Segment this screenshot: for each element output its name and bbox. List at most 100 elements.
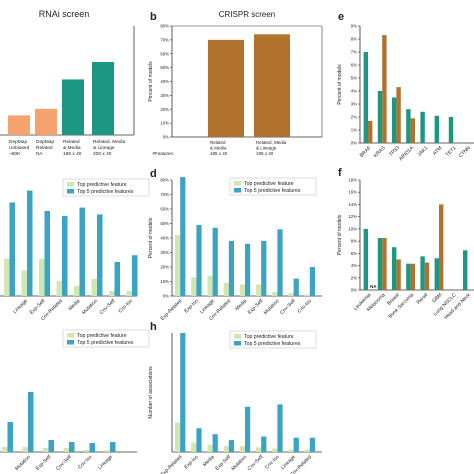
panel-h-category-label: Cnv-Self — [247, 454, 265, 472]
panel-g-category-label: Exp-Self — [35, 454, 53, 472]
panel-d-bar — [207, 275, 213, 296]
panel-e-ytick-label: 6% — [351, 63, 357, 68]
panel-f-ytick-label: 18% — [348, 178, 357, 183]
panel-e-bar — [396, 87, 401, 143]
panel-a-bar — [35, 108, 57, 135]
panel-f-letter: f — [338, 167, 342, 179]
panel-e-bar — [410, 118, 415, 143]
panel-e-bar — [420, 111, 425, 143]
panel-c-category-label: Cnv-Iso — [117, 298, 134, 315]
panel-g-bar — [63, 448, 69, 452]
panel-c-bar — [126, 290, 132, 296]
panel-c-category-label: Lineage — [12, 298, 29, 315]
panel-d-ytick-label: 40% — [160, 236, 169, 241]
panel-b-row-label: #Features: — [152, 151, 174, 156]
panel-d-category-label: Cnv-Iso — [297, 298, 314, 315]
panel-f-bar — [410, 263, 415, 290]
panel-c-bar — [132, 255, 138, 296]
panel-e-bar — [382, 35, 387, 143]
panel-d-ytick-label: 0% — [163, 294, 169, 299]
panel-g-bar — [69, 442, 75, 452]
panel-b-category-label: & Media — [210, 146, 227, 151]
panel-d-bar — [272, 291, 278, 296]
panel-a-bar — [62, 79, 84, 135]
panel-h-letter: h — [150, 321, 157, 333]
panel-d-ytick-label: 70% — [160, 192, 169, 197]
panel-h-bar — [175, 422, 181, 452]
panel-e-bar — [392, 97, 397, 143]
panel-b-ytick-label: 40% — [160, 79, 169, 84]
panel-b-category-label: Related — [210, 140, 226, 145]
panel-h: h Number of associations Top predictive fe… — [148, 321, 322, 474]
panel-b-category-label: Related, Media — [256, 140, 287, 145]
panel-e-bar — [448, 117, 454, 143]
panel-h-category-label: Exp-Iso — [183, 454, 199, 470]
panel-a: RNAi screenDepMapUnbiased~60KDepMapRelat… — [0, 9, 135, 157]
panel-d-bar — [175, 235, 181, 296]
panel-a-category-label: Related — [63, 139, 80, 145]
panel-e-ytick-label: 8% — [351, 37, 357, 42]
panel-h-bar — [304, 449, 310, 452]
panel-h-ylabel: Number of associations — [148, 366, 154, 419]
panel-d-category-label: Media — [234, 298, 248, 312]
panel-c-legend-swatch — [67, 189, 74, 194]
panel-g-bar — [7, 422, 13, 452]
panel-f-ytick-label: 6% — [351, 251, 357, 256]
panel-a-category-label: DepMap — [36, 139, 54, 145]
panel-f-bar — [420, 256, 425, 290]
panel-b-category-label: & Lineage — [256, 146, 277, 151]
panel-b-ylabel: Percent of models — [148, 61, 154, 102]
panel-d-bar — [191, 277, 197, 296]
panel-f-ytick-label: 10% — [348, 226, 357, 231]
panel-h-bar — [212, 434, 218, 452]
panel-h-category-label: Exp-Related — [160, 454, 184, 474]
panel-f: f 0% 2% 4% 6% 8% 10% 12% 14% 16% 18% Percent of mod… — [337, 167, 474, 321]
panel-h-bar — [207, 444, 213, 452]
panel-c-category-label: Media — [68, 298, 82, 312]
panel-d-ytick-label: 20% — [160, 265, 169, 270]
panel-a-title: RNAi screen — [39, 9, 90, 19]
panel-e-ytick-label: 1% — [351, 128, 357, 133]
panel-a-category-label: Related — [36, 145, 53, 151]
panel-e-category-label: ATM — [432, 145, 443, 156]
panel-d-category-label: Exp-Self — [247, 298, 265, 316]
panel-c-bar — [74, 285, 80, 296]
panel-h-category-label: Exp-Self — [214, 454, 232, 472]
panel-d-bar — [245, 243, 251, 296]
panel-e-ytick-label: 7% — [351, 50, 357, 55]
panel-f-category-label: Renal — [416, 292, 429, 305]
panel-f-ytick-label: 16% — [348, 190, 357, 195]
panel-h-bar — [272, 448, 278, 452]
panel-d-ylabel: Percent of models — [148, 217, 154, 258]
panel-h-legend-label: Top 5 predictive features — [244, 341, 301, 347]
panel-f-ytick-label: 12% — [348, 214, 357, 219]
panel-f-ytick-label: 2% — [351, 275, 357, 280]
panel-d-bar — [212, 227, 218, 296]
panel-h-category-label: Mutation — [230, 454, 248, 472]
panel-d-category-label: Mutation — [263, 298, 281, 316]
panel-e-ytick-label: 0% — [351, 141, 357, 146]
panel-f-na-label: NA — [370, 284, 377, 289]
panel-g-bar — [104, 450, 110, 452]
panel-c-bar — [4, 258, 10, 296]
panel-e-category-label: ARID1A — [398, 145, 415, 162]
panel-e-bar — [406, 109, 411, 143]
panel-d-letter: d — [150, 168, 157, 180]
panel-e-category-label: CTNN — [458, 145, 472, 159]
panel-f-ytick-label: 8% — [351, 239, 357, 244]
panel-g-bar — [48, 440, 54, 452]
panel-d-legend-swatch — [234, 188, 241, 193]
panel-c-bar — [39, 258, 45, 296]
panel-d-bar — [239, 284, 245, 296]
panel-d-bar — [180, 177, 186, 296]
panel-g-legend-swatch — [67, 333, 74, 338]
panel-h-category-label: Media — [202, 454, 216, 468]
panel-d-category-label: Exp-Iso — [183, 298, 199, 314]
panel-h-bar — [196, 428, 202, 452]
panel-h-bar — [309, 437, 315, 452]
panel-c-category-label: Cnv-Self — [99, 298, 117, 316]
panel-h-category-label: Cnv-Iso — [264, 454, 281, 471]
panel-d-bar — [293, 278, 299, 296]
panel-h-legend-swatch — [234, 334, 241, 339]
